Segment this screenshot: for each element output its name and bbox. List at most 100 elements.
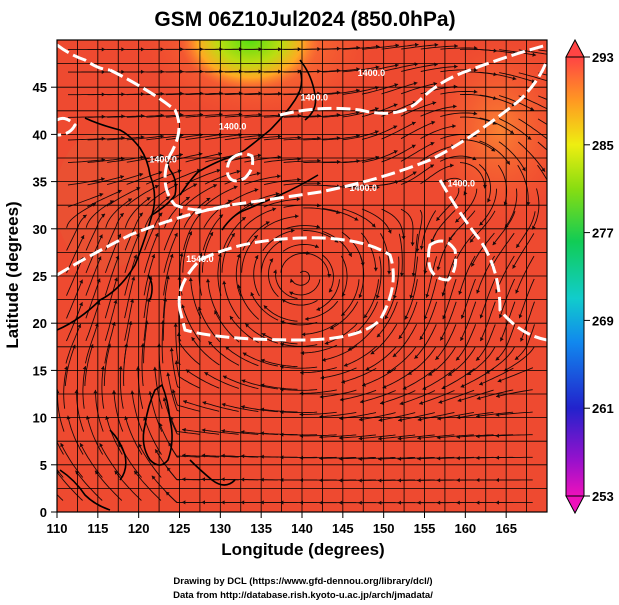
streamline <box>457 389 494 402</box>
streamline <box>401 44 439 50</box>
contour-label: 1400.0 <box>349 183 377 193</box>
streamline-arrowhead <box>411 144 416 149</box>
streamline <box>303 69 341 73</box>
streamline <box>162 275 170 319</box>
streamline-arrowhead <box>57 471 60 475</box>
streamline-arrowhead <box>182 427 186 432</box>
streamline <box>358 412 396 421</box>
y-axis-label: Latitude (degrees) <box>3 201 22 348</box>
colorbar-min-arrow <box>565 495 585 515</box>
streamline <box>417 412 455 421</box>
streamline-arrowhead <box>438 399 443 404</box>
streamline <box>185 133 223 141</box>
streamline-arrowhead <box>411 272 416 277</box>
streamline <box>260 408 298 413</box>
streamline-arrowhead <box>118 366 123 370</box>
streamline <box>447 346 476 376</box>
streamline <box>303 207 341 214</box>
streamline-arrowhead <box>491 147 496 152</box>
streamline-arrowhead <box>169 347 174 352</box>
streamline-arrowhead <box>341 311 346 316</box>
streamline <box>182 429 220 435</box>
streamline <box>342 107 379 118</box>
streamline-arrowhead <box>436 216 441 221</box>
streamline <box>86 415 104 455</box>
streamline-arrowhead <box>319 478 323 483</box>
streamline <box>531 188 540 230</box>
streamline-arrowhead <box>80 235 85 240</box>
streamline <box>440 69 478 73</box>
streamline-arrowhead <box>213 183 218 188</box>
streamline-arrowhead <box>204 372 209 376</box>
streamline <box>223 280 240 320</box>
streamline <box>300 367 337 374</box>
y-tick-label: 20 <box>33 316 47 331</box>
streamline <box>436 434 474 439</box>
streamline-arrowhead <box>384 315 389 320</box>
streamline <box>420 164 454 185</box>
streamline-arrowhead <box>432 101 437 106</box>
streamline <box>94 470 123 501</box>
streamline <box>430 209 456 243</box>
streamline <box>461 278 476 319</box>
streamline-arrowhead <box>475 455 480 460</box>
streamline-arrowhead <box>460 336 464 341</box>
streamline-arrowhead <box>114 470 119 475</box>
streamline-arrowhead <box>397 436 402 441</box>
streamline <box>439 301 457 341</box>
streamline-arrowhead <box>180 91 184 96</box>
streamline-arrowhead <box>319 435 323 440</box>
streamline <box>105 212 125 251</box>
streamline <box>361 368 397 387</box>
streamline-arrowhead <box>358 417 363 422</box>
streamline-arrowhead <box>99 192 104 197</box>
streamline <box>322 135 360 141</box>
streamline-arrowhead <box>173 232 178 237</box>
streamline <box>537 164 547 181</box>
streamline <box>381 82 418 95</box>
streamline <box>185 169 221 185</box>
streamline <box>299 411 337 415</box>
streamline <box>170 416 200 435</box>
streamline <box>303 137 341 141</box>
y-tick-label: 35 <box>33 175 47 190</box>
streamline-arrowhead <box>191 337 196 342</box>
x-tick-label: 120 <box>128 521 150 536</box>
streamline <box>268 258 279 298</box>
streamline-arrowhead <box>263 305 268 310</box>
streamline <box>503 346 535 372</box>
streamline <box>436 188 460 222</box>
streamline <box>204 371 239 389</box>
streamline-arrowhead <box>140 343 145 347</box>
streamline <box>504 188 518 229</box>
streamline-arrowhead <box>174 360 179 365</box>
streamline <box>458 255 476 295</box>
streamline <box>67 415 84 455</box>
streamline-arrowhead <box>541 167 546 172</box>
streamline-arrowhead <box>79 279 83 284</box>
streamline <box>124 276 135 319</box>
streamline-arrowhead <box>152 366 158 371</box>
streamline <box>515 211 536 248</box>
streamline-arrowhead <box>237 284 242 289</box>
streamline-arrowhead <box>221 402 226 407</box>
streamline <box>104 255 120 296</box>
streamline <box>143 275 152 319</box>
streamline-arrowhead <box>495 412 500 417</box>
streamline <box>321 345 358 361</box>
streamline-arrowhead <box>241 405 245 410</box>
colorbar-gradient <box>565 56 585 497</box>
streamline <box>260 359 298 368</box>
streamline <box>104 299 117 341</box>
streamline-arrowhead <box>395 43 400 48</box>
streamline <box>378 434 416 440</box>
streamline-arrowhead <box>338 500 343 505</box>
streamline-arrowhead <box>221 477 225 482</box>
x-axis-label: Longitude (degrees) <box>221 540 384 559</box>
streamline <box>263 93 302 96</box>
streamline <box>342 86 380 95</box>
streamline <box>370 323 398 355</box>
x-tick-label: 150 <box>373 521 395 536</box>
streamline <box>280 365 318 369</box>
streamline <box>467 346 496 376</box>
